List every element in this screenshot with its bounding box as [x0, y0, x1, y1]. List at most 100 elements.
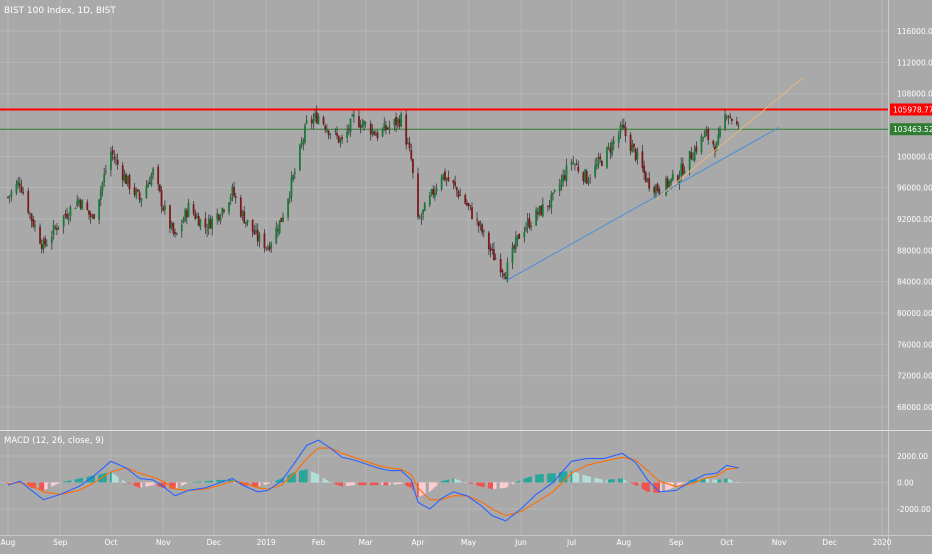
price-tick-label: 88000.00 — [897, 246, 932, 255]
macd-histogram-bar — [676, 482, 679, 486]
candle-body — [445, 179, 448, 181]
candle-body — [88, 210, 90, 215]
macd-histogram-bar — [665, 482, 667, 491]
macd-histogram-bar — [81, 477, 84, 483]
candle-body — [388, 126, 391, 130]
time-tick-label: Apr — [412, 538, 426, 547]
candle-body — [693, 148, 696, 161]
macd-histogram-bar — [386, 482, 389, 486]
candle-body — [115, 159, 117, 161]
price-tick-label: 100000.00 — [897, 152, 932, 161]
candle-body — [170, 223, 173, 228]
candle-body — [680, 163, 683, 177]
macd-histogram-bar — [359, 482, 362, 486]
macd-histogram-bar — [66, 481, 68, 483]
candlesticks — [7, 105, 740, 283]
candle-body — [481, 224, 484, 233]
macd-histogram-bar — [606, 479, 608, 483]
candle-body — [315, 112, 318, 124]
candle-body — [182, 219, 185, 223]
candle-body — [467, 203, 470, 206]
macd-histogram-bar — [52, 482, 55, 486]
candle-body — [491, 249, 494, 250]
candle-body — [535, 209, 538, 226]
macd-histogram-bar — [730, 480, 733, 483]
candle-body — [619, 124, 622, 134]
candle-body — [93, 214, 95, 219]
candle-body — [363, 120, 365, 126]
candle-body — [406, 142, 409, 144]
candle-body — [329, 133, 332, 136]
macd-histogram-bar — [552, 473, 554, 483]
macd-histogram-bar — [550, 473, 553, 483]
candle-body — [665, 178, 667, 196]
macd-histogram-bar — [162, 482, 165, 488]
macd-histogram-bar — [290, 473, 293, 483]
candle-body — [160, 190, 163, 207]
macd-histogram-bar — [607, 479, 610, 483]
candle-body — [74, 207, 77, 209]
price-tick-label: 84000.00 — [897, 278, 932, 287]
macd-histogram-bar — [682, 482, 684, 484]
candle-body — [351, 115, 354, 117]
candle-body — [494, 258, 497, 260]
candle-body — [184, 209, 187, 221]
candle-body — [440, 177, 443, 190]
macd-histogram-bar — [74, 479, 77, 483]
price-tick-label: 96000.00 — [897, 184, 932, 193]
candle-body — [116, 159, 119, 165]
macd-histogram-bar — [341, 482, 343, 487]
macd-histogram-bar — [187, 482, 190, 483]
candle-body — [223, 209, 225, 212]
candle-body — [548, 205, 551, 207]
candle-body — [612, 141, 615, 144]
candle-body — [234, 196, 237, 198]
macd-histogram-bar — [525, 478, 527, 483]
candle-body — [91, 215, 94, 217]
macd-histogram-bar — [476, 482, 478, 486]
candle-body — [585, 171, 588, 184]
candle-body — [305, 120, 308, 124]
macd-histogram-bar — [467, 482, 470, 483]
macd-histogram-bar — [361, 482, 364, 486]
candle-body — [218, 214, 220, 220]
macd-histogram-bar — [624, 480, 627, 483]
macd-histogram-bar — [352, 482, 355, 486]
candle-body — [207, 218, 210, 229]
macd-histogram-bar — [513, 482, 516, 484]
candle-body — [239, 197, 242, 217]
candle-body — [621, 124, 624, 128]
candle-body — [30, 213, 33, 222]
macd-histogram-bar — [432, 482, 435, 489]
macd-histogram-bar — [113, 474, 116, 483]
time-tick-label: Dec — [822, 538, 837, 547]
macd-histogram-bar — [228, 479, 230, 483]
macd-histogram-bar — [562, 471, 565, 483]
candle-body — [666, 178, 669, 188]
candle-body — [393, 119, 396, 126]
macd-histogram-bar — [218, 479, 220, 483]
candle-body — [575, 163, 578, 165]
macd-histogram-bar — [42, 482, 45, 491]
candle-body — [282, 216, 284, 222]
macd-histogram-bar — [641, 482, 644, 489]
candle-body — [164, 205, 166, 210]
macd-histogram-bar — [514, 482, 517, 483]
time-tick-label: Aug — [617, 538, 632, 547]
macd-histogram-bar — [503, 482, 505, 488]
candle-body — [530, 225, 532, 228]
macd-histogram-bar — [714, 479, 716, 483]
candle-body — [29, 212, 31, 214]
macd-histogram-bar — [184, 482, 187, 485]
macd-histogram-bar — [577, 472, 580, 483]
candle-body — [325, 129, 328, 132]
macd-histogram-bar — [265, 482, 268, 485]
macd-histogram-bar — [563, 471, 566, 483]
trend-lines[interactable] — [505, 77, 804, 282]
macd-histogram-bar — [658, 482, 661, 494]
macd-histogram-bar — [277, 479, 279, 483]
candle-body — [324, 125, 327, 130]
macd-histogram-bar — [351, 482, 354, 486]
